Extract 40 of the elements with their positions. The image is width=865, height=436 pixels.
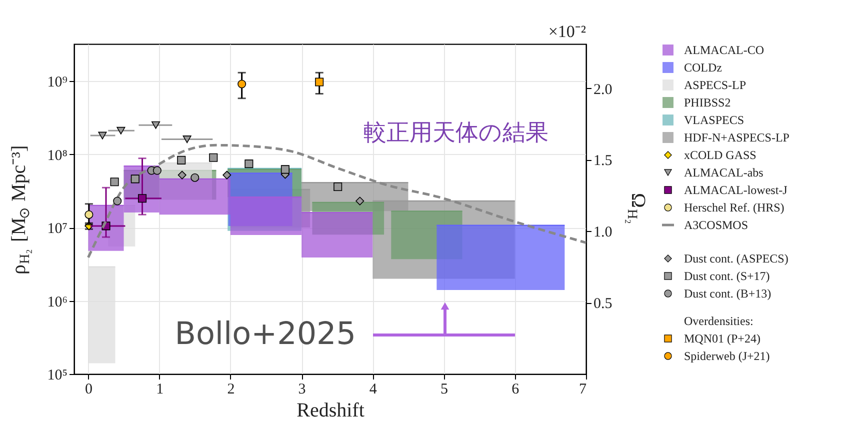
legend-label: ASPECS-LP (684, 78, 746, 92)
legend-label: PHIBSS2 (684, 96, 731, 110)
legend-label: Herschel Ref. (HRS) (684, 200, 784, 214)
x-tick-label: 3 (298, 382, 306, 398)
x-tick-label: 1 (156, 382, 164, 398)
legend-label: xCOLD GASS (684, 148, 756, 162)
x-tick-label: 4 (369, 382, 378, 398)
y-axis-title: ρH₂ [M⊙ Mpc⁻³] (8, 145, 33, 274)
text: ×10⁻² (548, 22, 586, 41)
text: Overdensities: (684, 314, 754, 328)
annotation: 較正用天体の結果 (364, 120, 548, 146)
x-axis-title: Redshift (296, 400, 365, 422)
y2-tick-label: 1.0 (594, 224, 612, 241)
y2-tick-label: 0.5 (594, 296, 612, 312)
x-tick-label: 6 (512, 382, 520, 398)
x-tick-label: 5 (440, 382, 448, 398)
y-tick-label: 10⁹ (47, 74, 68, 90)
legend-label: Dust cont. (S+17) (684, 269, 770, 283)
y-tick-label: 10⁸ (47, 148, 68, 164)
legend-label: Dust cont. (B+13) (684, 286, 772, 300)
y-tick-label: 10⁶ (47, 294, 68, 310)
x-tick-label: 2 (227, 382, 235, 398)
legend-label: COLDz (684, 60, 722, 74)
legend-label: Spiderweb (J+21) (684, 349, 770, 363)
legend-label: ALMACAL-lowest-J (684, 183, 788, 197)
y2-tick-label: 1.5 (594, 153, 612, 170)
legend-label: MQN01 (P+24) (684, 332, 760, 346)
y-tick-label: 10⁵ (47, 368, 68, 384)
x-tick-label: 7 (579, 382, 587, 398)
y2-tick-label: 2.0 (594, 82, 612, 98)
y-tick-label: 10⁷ (47, 221, 68, 237)
x-tick-label: 0 (84, 382, 92, 398)
legend-label: HDF-N+ASPECS-LP (684, 130, 790, 144)
legend-label: VLASPECS (684, 113, 744, 127)
annotation: Bollo+2025 (174, 316, 356, 352)
legend-label: ALMACAL-CO (684, 43, 764, 57)
y2-axis-title: ΩH₂ (624, 192, 649, 224)
legend-label: Dust cont. (ASPECS) (684, 252, 788, 266)
legend-label: A3COSMOS (684, 218, 748, 232)
legend-label: ALMACAL-abs (684, 166, 764, 180)
